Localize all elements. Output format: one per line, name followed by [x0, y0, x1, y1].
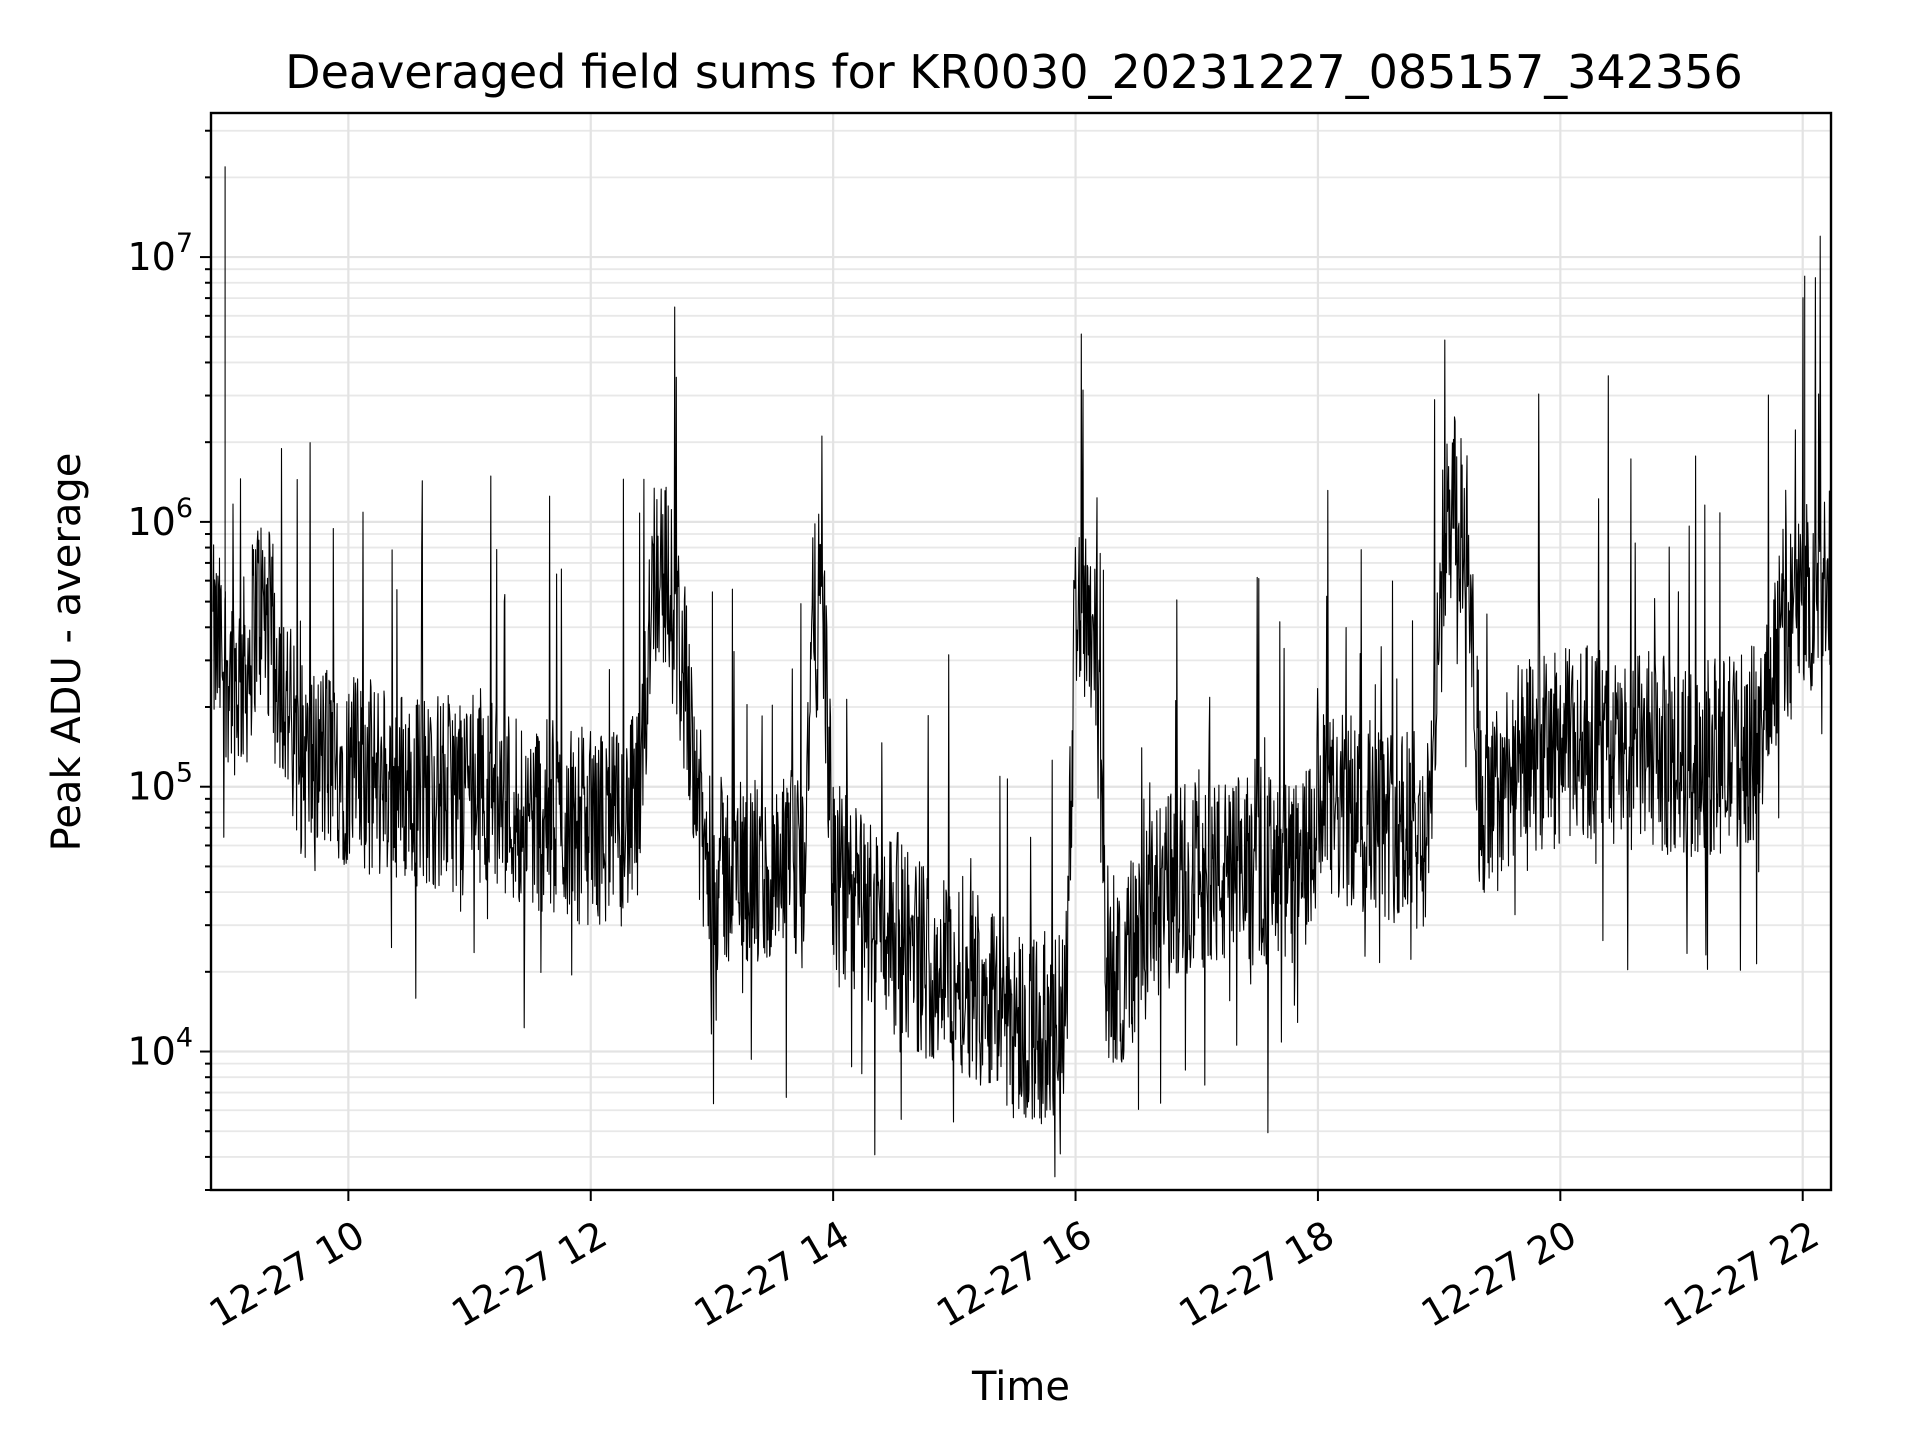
x-tick-label: 12-27 12 — [444, 1212, 614, 1336]
x-tick-label: 12-27 18 — [1171, 1212, 1341, 1336]
y-tick-label: 104 — [127, 1023, 193, 1074]
x-tick-label: 12-27 14 — [687, 1212, 857, 1336]
y-tick-labels: 104 105 106 107 — [127, 228, 193, 1073]
y-tick-label: 107 — [127, 228, 193, 279]
plot-frame — [209, 111, 1833, 1192]
x-tick-label: 12-27 16 — [929, 1212, 1099, 1336]
x-axis-label: Time — [971, 1364, 1070, 1410]
x-tick-label: 12-27 10 — [202, 1212, 372, 1336]
series-line — [212, 166, 1832, 1178]
chart-title: Deaveraged field sums for KR0030_2023122… — [285, 45, 1743, 99]
axis-ticks — [200, 129, 1804, 1201]
x-tick-label: 12-27 22 — [1656, 1212, 1826, 1336]
y-axis-label: Peak ADU - average — [44, 453, 90, 852]
y-tick-label: 106 — [127, 493, 193, 544]
x-tick-label: 12-27 20 — [1414, 1212, 1584, 1336]
y-tick-label: 105 — [127, 758, 193, 809]
grid-lines — [211, 113, 1831, 1191]
x-tick-labels: 12-27 10 12-27 12 12-27 14 12-27 16 12-27 18… — [202, 1212, 1826, 1336]
